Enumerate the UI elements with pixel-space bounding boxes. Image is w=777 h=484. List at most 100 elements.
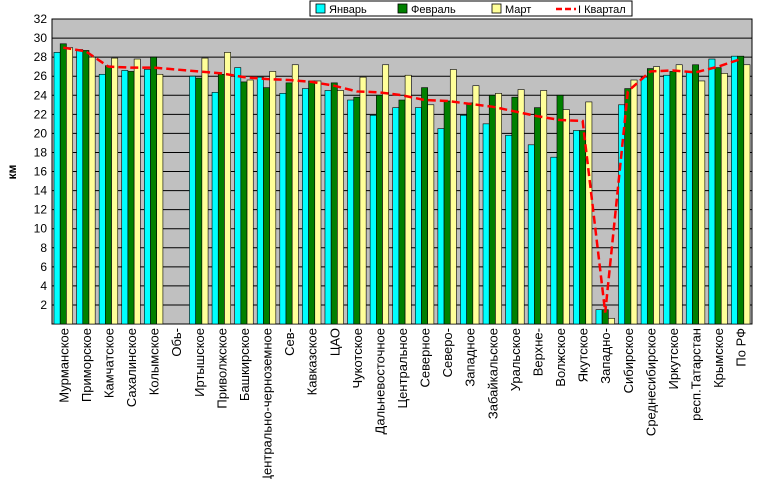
bar (105, 65, 112, 325)
bar (511, 96, 519, 325)
bar (240, 81, 248, 325)
legend-swatch (315, 3, 326, 14)
x-tick-label: Западное (463, 328, 478, 387)
x-tick-label: Северное (418, 328, 433, 387)
bar (337, 90, 344, 325)
x-tick-label: Приморское (79, 328, 94, 402)
bar (382, 64, 390, 325)
bar (156, 73, 164, 325)
bar (527, 144, 535, 325)
y-tick-label: 6 (40, 260, 47, 274)
x-tick-label: По РФ (734, 328, 749, 367)
bar (121, 70, 129, 325)
bar (608, 317, 615, 325)
series-line (63, 46, 742, 313)
y-tick-label: 26 (34, 69, 48, 83)
x-tick-labels: Мурманское Приморское Камчатское Сахалинско… (56, 328, 749, 484)
bar (263, 87, 270, 325)
bar (195, 77, 203, 325)
x-tick-label: Иртышское (192, 328, 207, 397)
bar (720, 73, 728, 325)
y-tick-label: 18 (34, 145, 48, 159)
legend-label: Январь (329, 4, 367, 16)
y-tick-label: 4 (40, 279, 47, 293)
y-tick-label: 28 (34, 50, 48, 64)
bar (630, 79, 638, 325)
bar (224, 52, 231, 325)
bar (330, 82, 338, 325)
bar (88, 56, 96, 325)
bar (133, 58, 141, 325)
x-tick-label: Мурманское (56, 328, 71, 403)
legend-box (309, 0, 633, 17)
x-tick-label: Чукотское (350, 328, 365, 389)
bar (76, 49, 84, 325)
bar (550, 156, 558, 325)
bar (618, 104, 626, 325)
x-tick-label: Западно- (598, 328, 613, 384)
bar (443, 100, 451, 325)
bar (269, 71, 277, 325)
bar (347, 99, 355, 325)
bar (291, 64, 299, 325)
x-tick-label: Якутское (576, 328, 591, 382)
bar (189, 75, 196, 325)
y-tick-label: 20 (34, 126, 48, 140)
y-tick-label: 8 (40, 241, 47, 255)
legend-label: Март (505, 4, 531, 16)
x-tick-label: Уральское (508, 328, 523, 391)
bar (217, 73, 225, 325)
bar (669, 71, 677, 325)
x-tick-label: Обь- (169, 328, 184, 357)
bar (663, 74, 671, 325)
bar (731, 55, 738, 325)
y-tick-label: 2 (40, 298, 47, 312)
y-axis-label: км (5, 164, 19, 179)
bar (505, 134, 513, 325)
bar (540, 90, 548, 325)
y-tick-label: 32 (34, 12, 48, 26)
line-layer (63, 46, 742, 313)
bar (556, 94, 564, 325)
bar (488, 94, 496, 325)
bar (743, 64, 751, 325)
x-tick-label: Камчатское (101, 328, 116, 398)
legend-label: Февраль (411, 4, 456, 16)
bar (359, 76, 367, 325)
bar (279, 93, 287, 325)
bar (127, 71, 135, 325)
bar (324, 90, 332, 325)
bar (376, 94, 383, 325)
x-tick-label: ЦАО (327, 328, 342, 356)
bar (201, 57, 209, 325)
x-tick-label: Северо- (440, 328, 455, 377)
bar (449, 69, 457, 325)
x-tick-label: Сибирское (621, 328, 636, 393)
x-tick-label: Крымское (711, 328, 726, 388)
legend-swatch (397, 3, 408, 14)
bar (53, 52, 61, 325)
bar (150, 56, 158, 325)
x-tick-label: Дальневосточное (372, 328, 387, 434)
y-tick-label: 22 (34, 107, 48, 121)
bar (111, 57, 119, 325)
bar (472, 85, 480, 325)
bar (585, 101, 593, 325)
legend-swatch (491, 3, 502, 14)
bar (624, 88, 632, 325)
bar (256, 76, 264, 325)
bar (573, 130, 580, 325)
bar (392, 107, 400, 325)
bar (302, 88, 309, 325)
bar (98, 73, 106, 325)
x-tick-label: Верхне- (530, 328, 545, 376)
bar (685, 71, 693, 325)
x-tick-label: Центрально-черноземное (260, 328, 275, 479)
x-tick-label: Центральное (395, 328, 410, 408)
bar (517, 89, 525, 325)
bar (646, 68, 654, 325)
bar (314, 80, 322, 325)
bar (714, 67, 722, 325)
